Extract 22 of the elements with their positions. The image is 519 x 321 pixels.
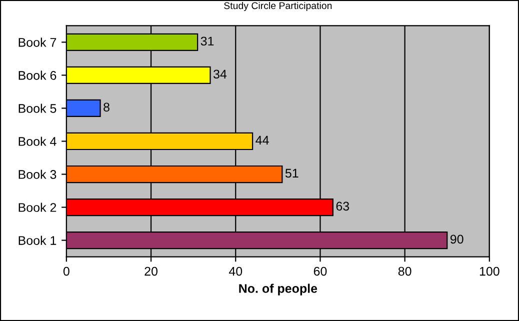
data-label: 90 bbox=[450, 234, 464, 244]
x-tick-label: 40 bbox=[228, 266, 242, 276]
data-label: 31 bbox=[200, 36, 214, 46]
x-axis-title: No. of people bbox=[239, 284, 318, 296]
x-tick-label: 20 bbox=[144, 266, 158, 276]
chart-title: Study Circle Participation bbox=[224, 2, 332, 12]
data-label: 63 bbox=[336, 202, 350, 211]
x-tick-label: 100 bbox=[480, 266, 500, 276]
x-tick-label: 80 bbox=[398, 266, 412, 276]
data-label: 34 bbox=[214, 70, 227, 79]
y-tick-label: Book 2 bbox=[18, 202, 56, 212]
data-label: 8 bbox=[104, 102, 110, 112]
x-tick-label: 60 bbox=[314, 266, 327, 276]
y-tick-label: Book 3 bbox=[18, 170, 56, 179]
y-tick-label: Book 6 bbox=[18, 70, 56, 80]
y-tick-label: Book 5 bbox=[18, 104, 56, 113]
y-tick-label: Book 7 bbox=[18, 38, 56, 47]
y-tick-label: Book 4 bbox=[18, 136, 56, 146]
y-tick-label: Book 1 bbox=[18, 236, 56, 245]
data-label: 51 bbox=[285, 168, 298, 178]
x-tick-label: 0 bbox=[63, 266, 70, 276]
data-label: 44 bbox=[256, 136, 269, 144]
